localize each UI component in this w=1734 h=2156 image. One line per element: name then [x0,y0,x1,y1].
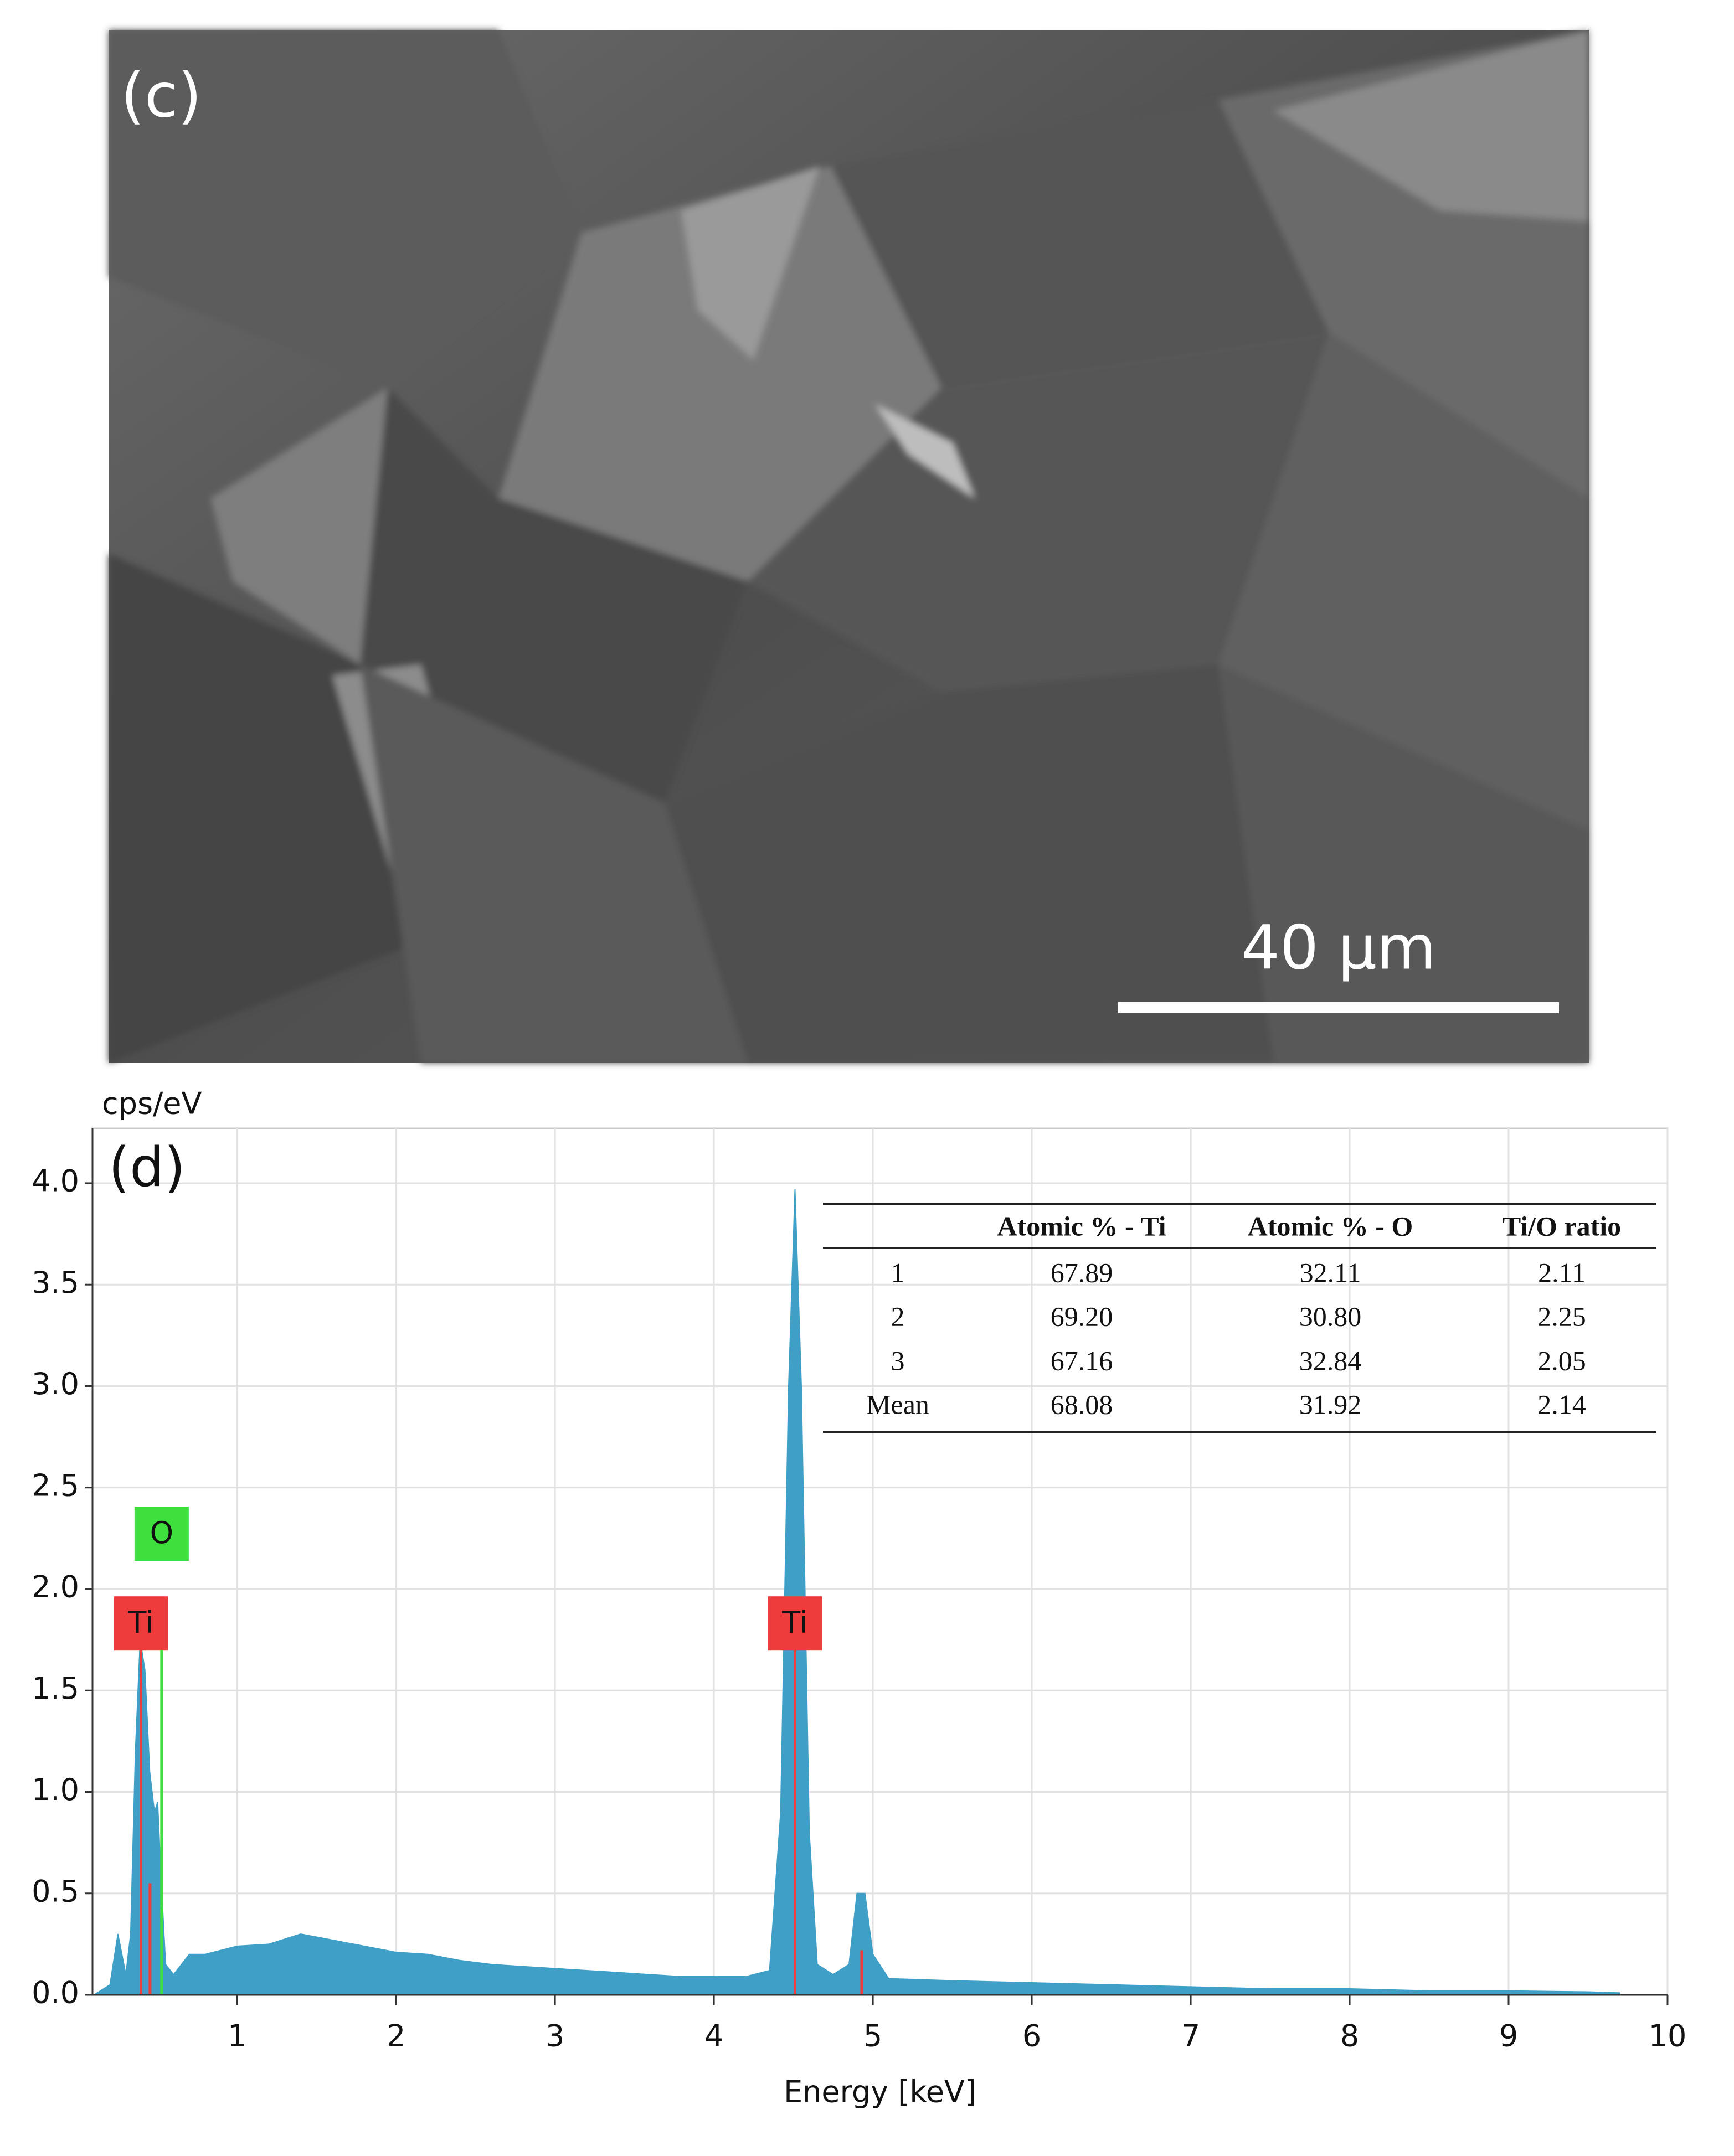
table-cell: 1 [891,1257,905,1288]
x-axis-label: Energy [keV] [784,2075,976,2109]
x-tick-label: 2 [387,2019,405,2054]
y-tick-label: 3.5 [32,1265,79,1300]
table-cell: 2.11 [1538,1257,1586,1288]
table-cell: Mean [866,1389,929,1420]
x-tick-label: 10 [1649,2019,1687,2054]
table-cell: 32.11 [1300,1257,1361,1288]
table-cell: 2 [891,1301,905,1332]
table-cell: 31.92 [1299,1389,1362,1420]
x-tick-label: 3 [546,2019,564,2054]
spectrum-area [92,1189,1620,1995]
table-cell: 69.20 [1051,1301,1113,1332]
table-cell: 67.16 [1051,1345,1113,1376]
y-tick-label: 1.0 [32,1772,79,1807]
table-cell: 2.25 [1537,1301,1586,1332]
x-tick-label: 5 [863,2019,882,2054]
panel-label: (c) [121,60,202,131]
y-tick-label: 2.5 [32,1468,79,1503]
x-tick-label: 1 [228,2019,246,2054]
element-box [134,1507,189,1561]
table-cell: 2.14 [1537,1389,1586,1420]
x-tick-label: 8 [1340,2019,1359,2054]
table-cell: 2.05 [1537,1345,1586,1376]
table-cell: 68.08 [1051,1389,1113,1420]
y-tick-label: 2.0 [32,1570,79,1605]
element-label: Ti [127,1605,153,1640]
element-label: O [150,1515,174,1550]
plot-area [91,1127,1669,1996]
eds-chart: 0.0 0.5 1.0 1.5 2.0 2.5 3.0 3.5 4.0 1 2 3 4 5 6 7 8 9 10 Ti… [32,1086,1686,2109]
element-box [768,1596,822,1651]
x-tick-label: 6 [1022,2019,1041,2054]
table-header: Atomic % - Ti [997,1210,1166,1241]
table-cell: 67.89 [1051,1257,1113,1288]
sem-grains [109,30,1589,1063]
element-label: Ti [781,1605,807,1640]
y-tick-label: 1.5 [32,1671,79,1706]
x-tick-label: 4 [704,2019,723,2054]
table-header: Ti/O ratio [1503,1210,1621,1241]
y-tick-label: 3.0 [32,1366,79,1401]
x-tick-label: 9 [1499,2019,1518,2054]
scale-bar-label: 40 μm [1241,912,1436,983]
table-header: Atomic % - O [1248,1210,1413,1241]
x-tick-label: 7 [1181,2019,1200,2054]
y-tick-label: 0.5 [32,1874,79,1909]
y-tick-label: 0.0 [32,1976,79,2010]
table-cell: 3 [891,1345,905,1376]
scale-bar [1118,1002,1559,1013]
panel-label: (d) [109,1136,186,1199]
y-tick-label: 4.0 [32,1164,79,1199]
sem-image: (c) 40 μm [109,30,1589,1063]
y-axis-label: cps/eV [102,1086,202,1121]
table-cell: 30.80 [1299,1301,1362,1332]
table-cell: 32.84 [1299,1345,1362,1376]
element-box [114,1596,168,1651]
